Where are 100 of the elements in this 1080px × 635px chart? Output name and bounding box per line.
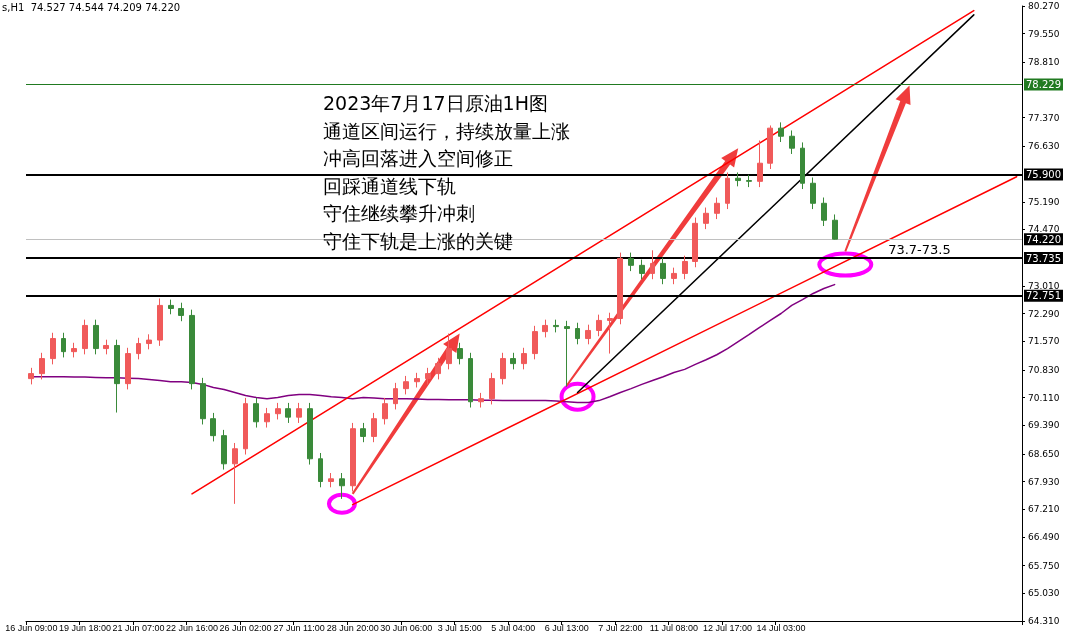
y-tick-label: 70.110 [1028,392,1060,403]
annotation: 通道区间运行，持续放量上涨 [323,118,570,144]
candlestick [757,139,763,188]
ref-line-label: 72.751 [1026,290,1061,302]
candlestick [189,309,195,390]
annotation: 守住继续攀升冲刺 [323,201,476,227]
candlestick [789,129,795,155]
candlestick [168,299,174,315]
candlestick [146,333,152,350]
y-tick-label: 80.270 [1028,1,1060,11]
y-tick-label: 77.370 [1028,112,1060,123]
x-tick-label: 16 Jun 09:00 [5,622,58,633]
y-tick-label: 69.390 [1028,420,1060,431]
candlestick [350,422,356,493]
candlestick [136,337,141,360]
candlestick [821,197,827,227]
candlestick [564,320,570,388]
candlestick [157,297,163,347]
annotation: 73.7-73.5 [888,242,951,258]
candlestick [82,319,88,355]
candlestick [360,422,366,443]
y-tick-label: 65.750 [1028,560,1060,571]
candlestick [200,377,206,425]
y-tick-label: 70.830 [1028,364,1060,375]
y-tick-label: 66.490 [1028,532,1060,542]
candlestick [71,342,77,358]
y-tick-label: 76.630 [1028,141,1060,152]
x-tick-label: 19 Jun 18:00 [58,622,111,633]
annotation: 守住下轨是上涨的关键 [323,228,514,254]
annotation: 冲高回落进入空间修正 [323,146,514,172]
candlestick [682,255,688,280]
candlestick [243,397,248,456]
candlestick [114,339,120,414]
candlestick [521,347,527,370]
x-tick-label: 30 Jun 06:00 [380,622,433,633]
candlestick [532,325,538,360]
y-tick-label: 68.650 [1028,448,1060,459]
candlestick [692,217,698,268]
candlestick [93,319,99,355]
x-tick-label: 22 Jun 16:00 [165,622,219,633]
candlestick [500,352,506,385]
x-tick-label: 3 Jul 15:00 [437,622,482,633]
candlestick [746,174,752,188]
candlestick [650,249,655,280]
candlestick [275,402,281,420]
candlestick [457,342,463,365]
candlestick [103,339,109,355]
candlestick [542,319,548,338]
y-tick-label: 75.190 [1028,196,1060,207]
candlestick [210,412,216,442]
y-tick-label: 67.210 [1028,504,1060,515]
candlestick [596,314,602,337]
y-tick-label: 65.030 [1028,588,1060,599]
x-tick-label: 28 Jun 20:00 [326,622,379,633]
candlestick [468,352,473,409]
candlestick [435,357,441,380]
candlestick [382,397,388,425]
x-tick-label: 27 Jun 11:00 [273,622,325,633]
candlestick [767,124,773,170]
candlestick [800,141,805,190]
x-tick-label: 14 Jul 03:00 [756,622,806,633]
candlestick [296,402,302,424]
candlestick [628,252,634,272]
candlestick [232,442,238,505]
ref-line-label: 73.735 [1026,252,1061,264]
candlestick [703,207,709,230]
candlestick [510,352,516,370]
candlestick [307,402,313,466]
candlestick [61,332,66,358]
x-tick-label: 6 Jul 13:00 [544,622,589,633]
candlestick [28,367,34,385]
y-tick-label: 67.930 [1028,476,1060,487]
candlestick [393,382,398,410]
candlestick [617,252,623,325]
candlestick [339,472,345,500]
candlestick [810,176,816,210]
candlestick [50,332,56,365]
candlestick [725,171,730,210]
ref-line-label: 75.900 [1026,168,1061,180]
candlestick [253,397,259,429]
candlestick [575,322,580,345]
candlestick [318,452,323,488]
candlestick [178,302,184,322]
candlestick [371,412,377,443]
candlestick [414,372,420,388]
candlestick [125,347,131,390]
candlestick [328,472,334,488]
x-tick-label: 12 Jul 17:00 [702,622,753,633]
candlestick [660,257,666,285]
candlestick [671,267,677,285]
ref-line-label: 74.220 [1026,233,1061,245]
x-tick-label: 5 Jul 04:00 [491,622,536,633]
candlestick [607,312,613,355]
y-tick-label: 71.570 [1028,336,1060,347]
y-tick-label: 78.810 [1028,57,1060,68]
y-tick-label: 64.310 [1028,616,1060,626]
y-tick-label: 79.550 [1028,28,1060,39]
candlestick [714,197,720,220]
candlestick [221,429,227,471]
y-tick-label: 72.290 [1028,308,1060,319]
